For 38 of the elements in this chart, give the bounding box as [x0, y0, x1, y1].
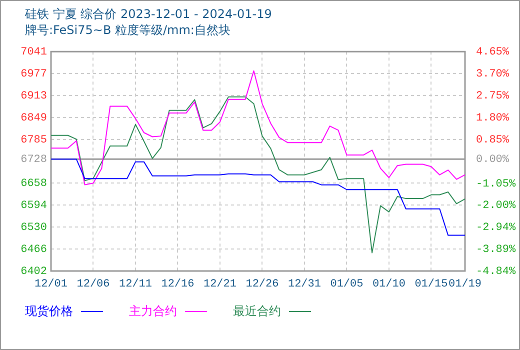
y-tick-label: 6728 [20, 154, 47, 166]
x-tick-label: 12/01 [34, 278, 68, 291]
y2-tick-label: -3.89% [476, 244, 516, 256]
chart-subtitle: 牌号:FeSi75~B 粒度等级/mm:自然块 [25, 22, 230, 39]
y-tick-label: 6849 [20, 112, 47, 124]
y2-tick-label: 3.70% [476, 68, 510, 80]
legend-label: 现货价格 [25, 303, 73, 320]
y-tick-label: 6466 [20, 244, 47, 256]
y-tick-label: 6977 [20, 68, 47, 80]
legend-label: 最近合约 [233, 303, 281, 320]
y2-tick-label: 4.65% [476, 46, 510, 59]
x-tick-label: 12/26 [246, 278, 279, 291]
x-tick-label: 01/10 [372, 278, 406, 291]
x-tick-label: 01/05 [330, 278, 364, 291]
y2-tick-label: -2.00% [476, 200, 516, 212]
x-tick-label: 12/16 [161, 278, 194, 291]
y-tick-label: 6594 [20, 200, 48, 212]
y-tick-label: 6402 [20, 266, 47, 278]
y-tick-label: 7041 [20, 46, 48, 59]
y2-tick-label: -2.94% [476, 222, 516, 234]
chart-title: 硅铁 宁夏 综合价 2023-12-01 - 2024-01-19 [25, 6, 272, 23]
x-tick-label: 01/19 [448, 278, 482, 291]
y-tick-label: 6530 [20, 222, 47, 234]
y-tick-label: 6913 [20, 90, 47, 102]
y2-tick-label: 0.00% [476, 154, 510, 166]
y-tick-label: 6785 [20, 134, 47, 146]
x-tick-label: 12/11 [118, 278, 152, 291]
x-tick-label: 12/31 [288, 278, 322, 291]
y-tick-label: 6658 [20, 178, 47, 190]
legend-label: 主力合约 [129, 303, 177, 320]
y2-tick-label: 0.85% [476, 134, 510, 146]
y2-tick-label: -4.84% [476, 266, 516, 278]
y2-tick-label: 1.80% [476, 112, 510, 124]
x-tick-label: 01/15 [414, 278, 448, 291]
x-tick-label: 12/06 [76, 278, 110, 291]
x-tick-label: 12/21 [203, 278, 237, 291]
y2-tick-label: 2.75% [476, 90, 510, 102]
y2-tick-label: -1.05% [476, 178, 516, 190]
